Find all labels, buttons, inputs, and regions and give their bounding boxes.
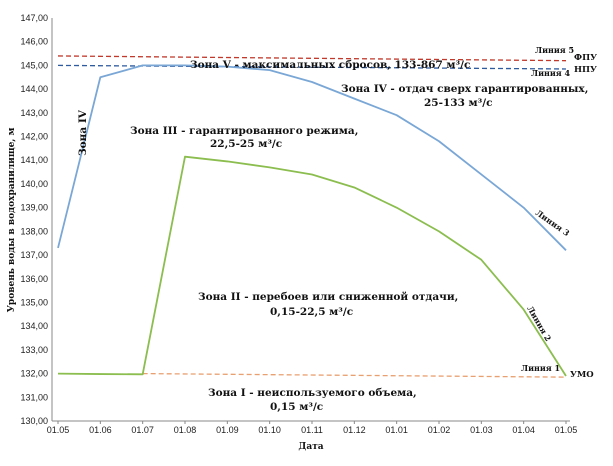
zone-iii-label-line2: 22,5-25 м³/с	[210, 138, 282, 150]
x-tick-label: 01.07	[131, 425, 154, 435]
y-tick-label: 135,00	[20, 297, 48, 307]
x-tick-labels: 01.05 01.06 01.07 01.08 01.09 01.10 01.11 01.12…	[47, 421, 578, 435]
y-tick-label: 134,00	[20, 321, 48, 331]
y-tick-label: 131,00	[20, 392, 48, 402]
y-tick-label: 130,00	[20, 416, 48, 426]
zone-iv-vertical-label: Зона IV	[77, 109, 89, 156]
fpu-label: ФПУ	[574, 53, 597, 63]
y-tick-label: 143,00	[20, 108, 48, 118]
line-4-label: Линия 4	[531, 68, 570, 78]
y-tick-label: 132,00	[20, 369, 48, 379]
line-5-label: Линия 5	[535, 45, 574, 55]
line-2-label: Линия 2	[525, 304, 553, 343]
y-tick-label: 144,00	[20, 84, 48, 94]
zone-iv-label-line1: Зона IV - отдач сверх гарантированных,	[341, 83, 588, 95]
y-tick-label: 137,00	[20, 250, 48, 260]
y-tick-label: 139,00	[20, 203, 48, 213]
reference-line-3	[142, 372, 567, 378]
zone-iii-label-line1: Зона III - гарантированного режима,	[130, 125, 358, 137]
x-tick-label: 01.02	[428, 425, 451, 435]
y-tick-label: 141,00	[20, 155, 48, 165]
x-tick-label: 01.10	[258, 425, 281, 435]
npu-label: НПУ	[574, 65, 597, 75]
x-tick-label: 01.04	[512, 425, 535, 435]
x-axis-title: Дата	[298, 442, 323, 452]
y-tick-label: 140,00	[20, 179, 48, 189]
zone-i-label-line1: Зона I - неиспользуемого объема,	[208, 387, 417, 399]
x-tick-label: 01.01	[385, 425, 408, 435]
zone-ii-label-line1: Зона II - перебоев или сниженной отдачи,	[198, 291, 458, 303]
y-tick-label: 145,00	[20, 60, 48, 70]
y-axis-title: Уровень воды в водохранилище, м	[7, 127, 17, 312]
zone-v-label: Зона V - максимальных сбросов, 133-867 м…	[190, 59, 470, 71]
y-tick-label: 138,00	[20, 226, 48, 236]
zone-ii-label-line2: 0,15-22,5 м³/с	[270, 306, 353, 318]
y-tick-label: 142,00	[20, 132, 48, 142]
zone-iv-label-line2: 25-133 м³/с	[424, 97, 493, 109]
x-tick-label: 01.09	[216, 425, 239, 435]
x-tick-label: 01.11	[301, 425, 323, 435]
x-tick-label: 01.05	[47, 425, 70, 435]
x-tick-label: 01.12	[343, 425, 366, 435]
x-tick-label: 01.06	[89, 425, 112, 435]
line-1-label: Линия 1	[521, 363, 560, 373]
reference-line-1	[57, 55, 567, 62]
series-line-2	[57, 155, 567, 377]
data-series	[57, 64, 567, 377]
zone-i-label-line2: 0,15 м³/с	[270, 401, 323, 413]
y-tick-label: 136,00	[20, 274, 48, 284]
series-line-1	[57, 64, 567, 251]
y-tick-label: 147,00	[20, 13, 48, 23]
y-tick-label: 133,00	[20, 345, 48, 355]
x-tick-label: 01.08	[174, 425, 197, 435]
y-tick-label: 146,00	[20, 37, 48, 47]
y-tick-labels: 130,00 131,00 132,00 133,00 134,00 135,00 136,…	[20, 13, 48, 426]
x-tick-label: 01.03	[470, 425, 493, 435]
umo-label: УМО	[570, 370, 594, 380]
x-tick-label: 01.05	[555, 425, 578, 435]
